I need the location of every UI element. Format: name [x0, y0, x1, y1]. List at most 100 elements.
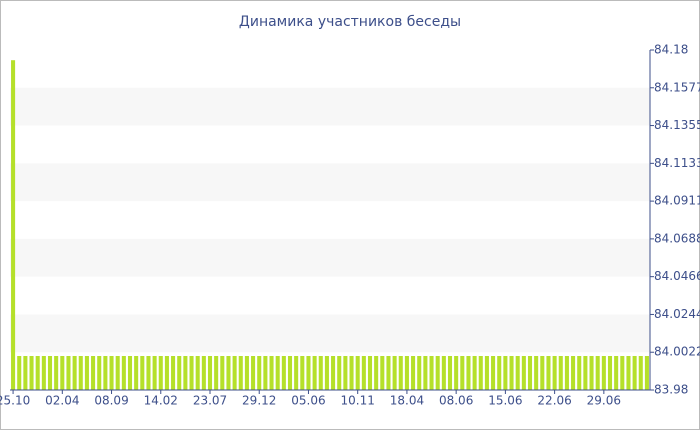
x-tick-label: 05.06 — [291, 394, 325, 408]
bar — [232, 356, 237, 390]
bar — [54, 356, 59, 390]
bar — [503, 356, 508, 390]
bar — [275, 356, 280, 390]
bar — [60, 356, 65, 390]
bar — [72, 356, 77, 390]
bar — [521, 356, 526, 390]
y-tick-label: 84.0466 — [654, 269, 700, 283]
x-tick-label: 23.07 — [193, 394, 227, 408]
bar — [238, 356, 243, 390]
bar — [595, 356, 600, 390]
bar — [127, 356, 133, 390]
bar — [263, 356, 268, 390]
bar — [404, 356, 409, 390]
bar — [306, 356, 311, 390]
bar — [214, 356, 219, 390]
bar — [121, 356, 126, 390]
bar — [361, 356, 366, 390]
bar — [632, 356, 637, 390]
y-tick-label: 84.1577 — [654, 80, 700, 94]
bar — [91, 356, 96, 390]
bar — [257, 356, 262, 390]
bar — [447, 356, 453, 390]
bar — [374, 356, 379, 390]
bar — [66, 356, 71, 390]
y-tick-label: 84.0244 — [654, 307, 700, 321]
bar — [115, 356, 120, 390]
bar — [220, 356, 225, 390]
bar — [281, 356, 286, 390]
bar — [337, 356, 342, 390]
bar — [644, 356, 649, 390]
bar — [103, 356, 108, 390]
bar — [29, 356, 34, 390]
bar — [201, 356, 206, 390]
bar — [441, 356, 446, 390]
y-tick-label: 84.1355 — [654, 118, 700, 132]
bar — [152, 356, 157, 390]
bar — [527, 356, 533, 390]
bar — [509, 356, 514, 390]
bar — [540, 356, 545, 390]
y-tick-label: 84.18 — [654, 43, 688, 57]
bar — [417, 356, 422, 390]
bar — [583, 356, 588, 390]
x-tick-label: 15.06 — [488, 394, 522, 408]
bar — [140, 356, 145, 390]
bar — [84, 356, 89, 390]
x-tick-label: 08.06 — [439, 394, 473, 408]
bar — [534, 356, 539, 390]
bar — [614, 356, 619, 390]
y-tick-label: 84.0911 — [654, 194, 700, 208]
y-tick-label: 84.0688 — [654, 231, 700, 245]
bar — [318, 356, 323, 390]
bar — [398, 356, 403, 390]
grid-band — [10, 238, 650, 277]
bar — [626, 356, 631, 390]
bar — [300, 356, 305, 390]
bar — [171, 356, 176, 390]
bar — [460, 356, 465, 390]
bar — [244, 356, 249, 390]
bar — [497, 356, 502, 390]
bar — [454, 356, 459, 390]
bar — [146, 356, 151, 390]
bar — [331, 356, 336, 390]
grid-band — [10, 87, 650, 126]
bar — [491, 356, 496, 390]
bar — [189, 356, 194, 390]
grid-band — [10, 314, 650, 353]
x-tick-label: 18.04 — [390, 394, 424, 408]
bar — [78, 356, 83, 390]
bar — [109, 356, 114, 390]
bar — [484, 356, 489, 390]
bar — [195, 356, 200, 390]
y-tick-label: 83.98 — [654, 383, 688, 397]
chart-title: Динамика участников беседы — [239, 14, 461, 30]
bar — [47, 356, 53, 390]
bar — [478, 356, 483, 390]
bar — [411, 356, 416, 390]
y-tick-label: 84.1133 — [654, 156, 700, 170]
bar — [287, 356, 293, 390]
bar — [207, 356, 213, 390]
x-tick-label: 08.09 — [94, 394, 128, 408]
bar — [164, 356, 169, 390]
bar — [158, 356, 163, 390]
bar — [607, 356, 613, 390]
bar — [367, 356, 373, 390]
bar — [11, 60, 16, 390]
bar — [546, 356, 551, 390]
bar — [380, 356, 385, 390]
y-tick-label: 84.0022 — [654, 345, 700, 359]
bar — [183, 356, 188, 390]
bar — [571, 356, 576, 390]
bar — [564, 356, 569, 390]
bar — [423, 356, 428, 390]
bar — [177, 356, 182, 390]
bar — [620, 356, 625, 390]
bar — [226, 356, 231, 390]
x-tick-label: 22.06 — [537, 394, 571, 408]
bar — [386, 356, 391, 390]
bar — [41, 356, 46, 390]
